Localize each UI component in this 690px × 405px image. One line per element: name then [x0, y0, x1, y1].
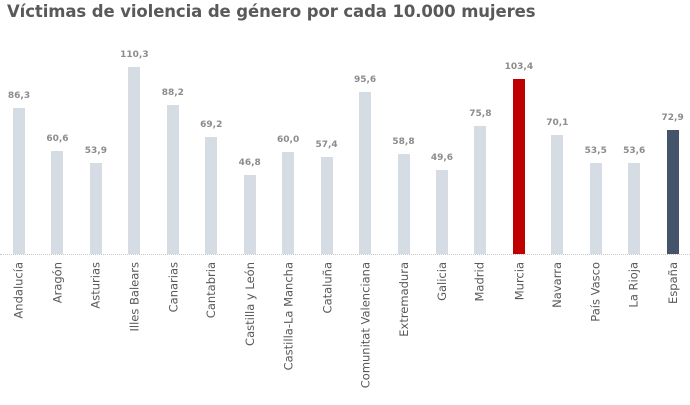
bar-andalucia: [13, 107, 25, 254]
category-label: Castilla y León: [242, 262, 257, 346]
bar-castilla-la-mancha: [282, 152, 295, 254]
value-label: 57,4: [315, 139, 338, 150]
bar-pais-vasco: [589, 163, 602, 254]
value-label: 75,8: [469, 108, 492, 119]
category-label: Cantabria: [204, 262, 219, 319]
bar-canarias: [166, 104, 179, 254]
category-label: Canarias: [166, 262, 181, 313]
category-label: Murcia: [512, 262, 527, 301]
bar-navarra: [551, 135, 564, 254]
category-label: Andalucía: [11, 262, 26, 319]
bar-aragon: [51, 151, 64, 254]
category-label: España: [665, 262, 680, 304]
x-axis-baseline: [0, 254, 690, 255]
category-label: Castilla-La Mancha: [281, 262, 296, 371]
value-label: 60,0: [277, 135, 300, 146]
category-label: Extremadura: [396, 262, 411, 337]
value-label: 70,1: [546, 118, 569, 129]
bar-illes-balears: [128, 67, 141, 254]
bar-extremadura: [397, 154, 410, 254]
value-label: 60,6: [46, 134, 69, 145]
category-label: Illes Balears: [127, 262, 142, 332]
bar-comunitat-valenciana: [359, 91, 372, 254]
bar-galicia: [435, 169, 448, 254]
bar-asturias: [89, 162, 102, 254]
value-label: 95,6: [353, 74, 377, 85]
category-label: Galicia: [434, 262, 449, 301]
chart-title: Víctimas de violencia de género por cada…: [7, 2, 536, 21]
value-label: 49,6: [430, 152, 454, 163]
bar-castilla-y-leon: [243, 174, 256, 254]
category-label: La Rioja: [626, 262, 641, 308]
value-label: 53,6: [623, 146, 646, 157]
bar-espana: [666, 130, 679, 254]
value-label: 72,9: [661, 113, 684, 124]
value-label: 69,2: [200, 119, 223, 130]
bar-madrid: [474, 125, 487, 254]
bar-la-rioja: [628, 163, 641, 254]
category-label: País Vasco: [588, 262, 603, 322]
value-label: 110,3: [120, 50, 149, 61]
category-label: Cataluña: [320, 262, 335, 314]
value-label: 103,4: [504, 61, 534, 72]
value-label: 53,9: [84, 145, 107, 156]
value-label: 58,8: [392, 137, 415, 148]
category-label: Asturias: [88, 262, 103, 309]
category-label: Navarra: [550, 262, 565, 308]
category-label: Comunitat Valenciana: [358, 262, 373, 389]
bar-murcia: [512, 78, 525, 254]
category-label: Madrid: [472, 262, 487, 302]
value-label: 88,2: [161, 87, 184, 98]
category-label: Aragón: [50, 262, 65, 304]
bar-cantabria: [205, 136, 218, 254]
bar-cataluna: [320, 156, 333, 254]
value-label: 53,5: [584, 146, 607, 157]
value-label: 86,3: [7, 90, 31, 101]
value-label: 46,8: [238, 157, 261, 168]
